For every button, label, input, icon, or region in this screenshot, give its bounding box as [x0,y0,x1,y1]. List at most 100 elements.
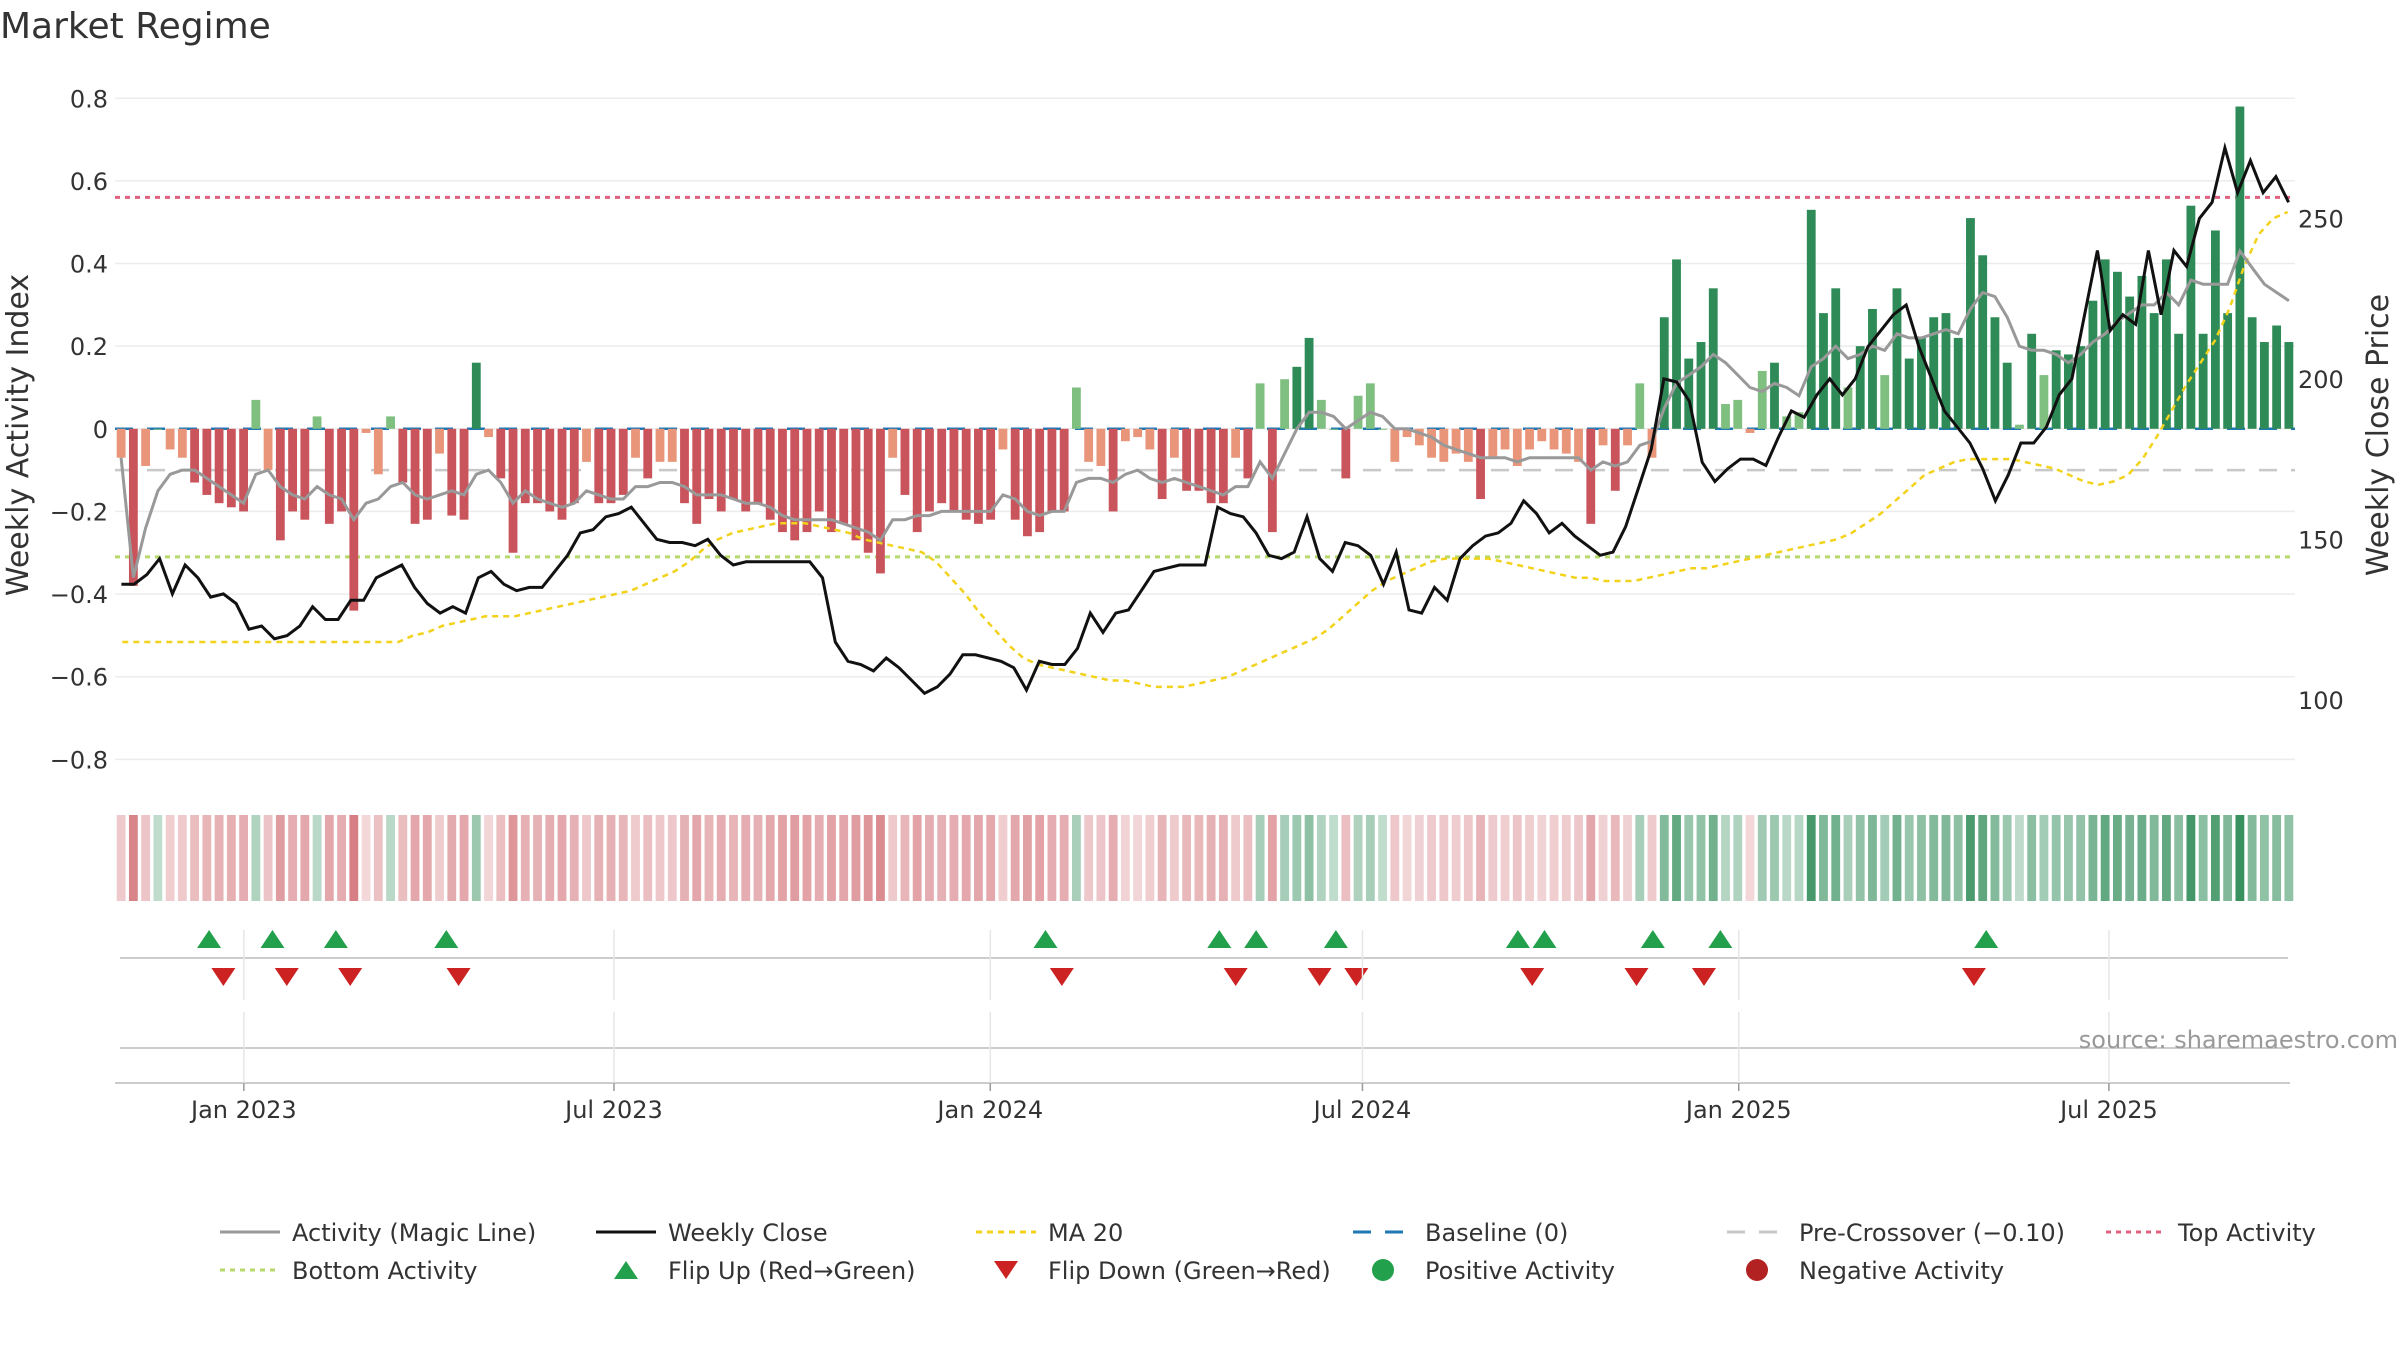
activity-bar [239,428,249,512]
weekly-close-line [121,141,2290,696]
regime-cell [692,815,702,901]
regime-cell [239,815,249,901]
activity-bar [2272,325,2282,429]
flip-up-marker [1505,930,1530,948]
regime-cell [116,815,126,901]
magic-line [119,247,2290,578]
regime-cell [1169,815,1179,901]
regime-cell [214,815,224,901]
regime-cell [2247,815,2257,901]
regime-cell [704,815,714,901]
activity-bar [1623,428,1632,446]
flip-up-marker [197,930,222,948]
activity-bar [1610,428,1620,491]
regime-cell [202,815,212,901]
regime-cell [2284,815,2294,901]
regime-cell [1353,815,1363,901]
regime-cell [1182,815,1192,901]
regime-cell [1647,815,1657,901]
activity-bar [2161,259,2171,429]
legend-swatch-positive [1372,1259,1394,1281]
activity-bar [582,428,591,462]
flip-up-marker [1640,930,1665,948]
activity-bar [1561,428,1571,454]
regime-cell [1708,815,1718,901]
activity-bar [1316,399,1326,429]
regime-cell [839,815,849,901]
legend-swatch-flip-up [614,1261,638,1279]
regime-cell [1476,815,1485,901]
activity-bar [1280,379,1290,429]
regime-cell [1623,815,1632,901]
regime-cell [153,815,163,901]
regime-cell [1035,815,1045,901]
activity-bar [1990,317,2000,429]
regime-cell [2100,815,2110,901]
activity-bar [1414,428,1424,446]
regime-cell [2088,815,2098,901]
regime-cell [2161,815,2171,901]
activity-bar [1341,428,1351,479]
activity-bar [2088,300,2098,429]
flip-down-marker [1520,968,1545,986]
activity-bar [1243,428,1253,479]
activity-bar [1133,428,1143,438]
activity-bar [594,428,604,504]
legend-swatch-flip-down [994,1261,1018,1279]
activity-bar [1525,428,1534,450]
activity-bar [2259,342,2269,429]
regime-cell [618,815,628,901]
legend-label: Bottom Activity [292,1257,477,1285]
regime-cell [606,815,616,901]
activity-bar [2027,333,2037,429]
regime-cell [1598,815,1608,901]
activity-bar [1157,428,1167,500]
flip-down-marker [274,968,299,986]
regime-cell [2002,815,2012,901]
regime-cell [141,815,151,901]
activity-bar [655,428,665,462]
regime-cell [1806,815,1816,901]
regime-cell [888,815,898,901]
regime-cell [1059,815,1069,901]
regime-cell [863,815,873,901]
regime-cell [974,815,983,901]
regime-cell [1917,815,1926,901]
activity-bar [1194,428,1204,491]
x-tick-label: Jul 2025 [2058,1096,2158,1124]
regime-cell [986,815,996,901]
activity-bar [2137,275,2147,429]
flip-up-marker [1033,930,1058,948]
regime-cell [1120,815,1130,901]
activity-bar [1108,428,1118,512]
regime-cell [1439,815,1449,901]
activity-bar [1145,428,1155,450]
activity-bar [986,428,996,520]
flip-down-marker [1223,968,1248,986]
activity-bar [1047,428,1057,512]
activity-bar [2284,342,2294,429]
regime-cell [1525,815,1534,901]
activity-bar [312,416,322,429]
activity-bar [1659,317,1669,429]
activity-bar [1084,428,1094,462]
activity-bar [1378,428,1387,430]
regime-cell [312,815,322,901]
activity-bar [337,428,346,512]
regime-cell [643,815,653,901]
regime-cell [1218,815,1228,901]
activity-bar [324,428,334,524]
right-y-tick: 150 [2298,526,2344,554]
activity-bar [765,428,775,520]
legend: Activity (Magic Line) Weekly Close MA 20 Ba… [220,1219,2316,1285]
activity-bar [937,428,947,504]
activity-bar [998,428,1008,450]
flip-down-marker [1344,968,1369,986]
regime-cell [961,815,971,901]
left-y-tick: −0.4 [50,581,108,609]
left-y-tick: −0.2 [50,498,108,526]
regime-cell [851,815,861,901]
activity-bar [1120,428,1130,442]
left-y-ticks: 0.8 0.6 0.4 0.2 0 −0.2 −0.4 −0.6 −0.8 [50,85,108,774]
activity-bar [692,428,702,524]
